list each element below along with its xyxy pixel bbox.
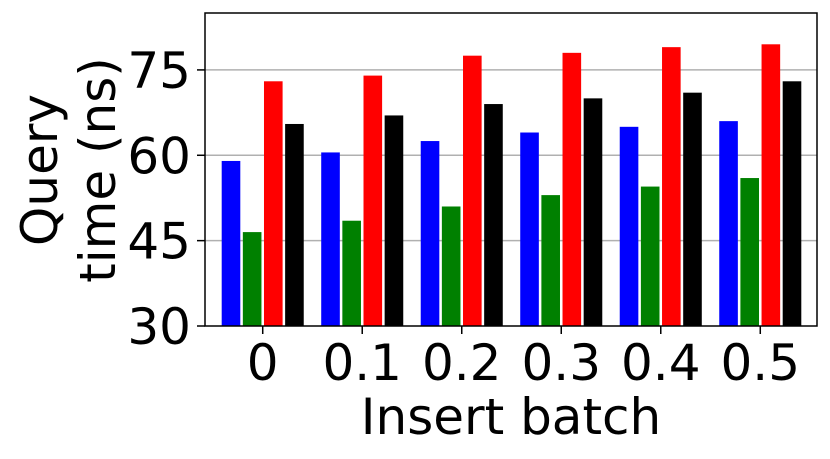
y-tick-label: 75 — [127, 42, 191, 100]
bar — [719, 121, 738, 326]
bar — [285, 123, 304, 326]
bar — [662, 47, 681, 327]
x-tick-label: 0.4 — [621, 334, 701, 392]
bar — [484, 104, 503, 326]
y-tick-label: 30 — [127, 298, 191, 356]
bar — [562, 52, 582, 327]
x-tick-label: 0.2 — [422, 334, 502, 392]
bar — [782, 81, 802, 326]
plot-frame — [204, 12, 818, 327]
x-axis-label: Insert batch — [361, 388, 661, 446]
x-axis-ticks: 0 0.1 0.2 0.3 0.4 0.5 — [247, 326, 800, 392]
bar — [363, 75, 383, 326]
grid-lines — [205, 69, 817, 242]
bar — [761, 44, 781, 327]
bar — [463, 55, 482, 327]
x-tick-label: 0.3 — [521, 334, 601, 392]
y-axis-label-line-2: time (ns) — [69, 57, 127, 283]
bar — [242, 232, 262, 326]
bar — [683, 92, 702, 326]
bar — [321, 152, 340, 326]
y-axis-label-line-1: Query — [11, 94, 69, 246]
bars — [221, 44, 802, 327]
bar — [342, 220, 361, 326]
y-tick-label: 60 — [127, 127, 191, 185]
bar — [619, 126, 639, 326]
bar — [520, 132, 539, 326]
bar — [541, 195, 560, 326]
bar — [640, 186, 660, 326]
bar — [420, 141, 440, 326]
bar — [263, 81, 283, 326]
y-axis-ticks: 30 45 60 75 — [127, 42, 205, 356]
bar — [384, 115, 404, 326]
bar — [221, 160, 241, 326]
bar — [583, 98, 603, 326]
x-tick-label: 0.1 — [322, 334, 402, 392]
y-axis-label: Query time (ns) — [11, 57, 127, 283]
x-tick-label: 0.5 — [721, 334, 801, 392]
x-tick-label: 0 — [247, 334, 279, 392]
bar — [740, 178, 760, 326]
bar — [441, 206, 461, 326]
y-tick-label: 45 — [127, 213, 191, 271]
